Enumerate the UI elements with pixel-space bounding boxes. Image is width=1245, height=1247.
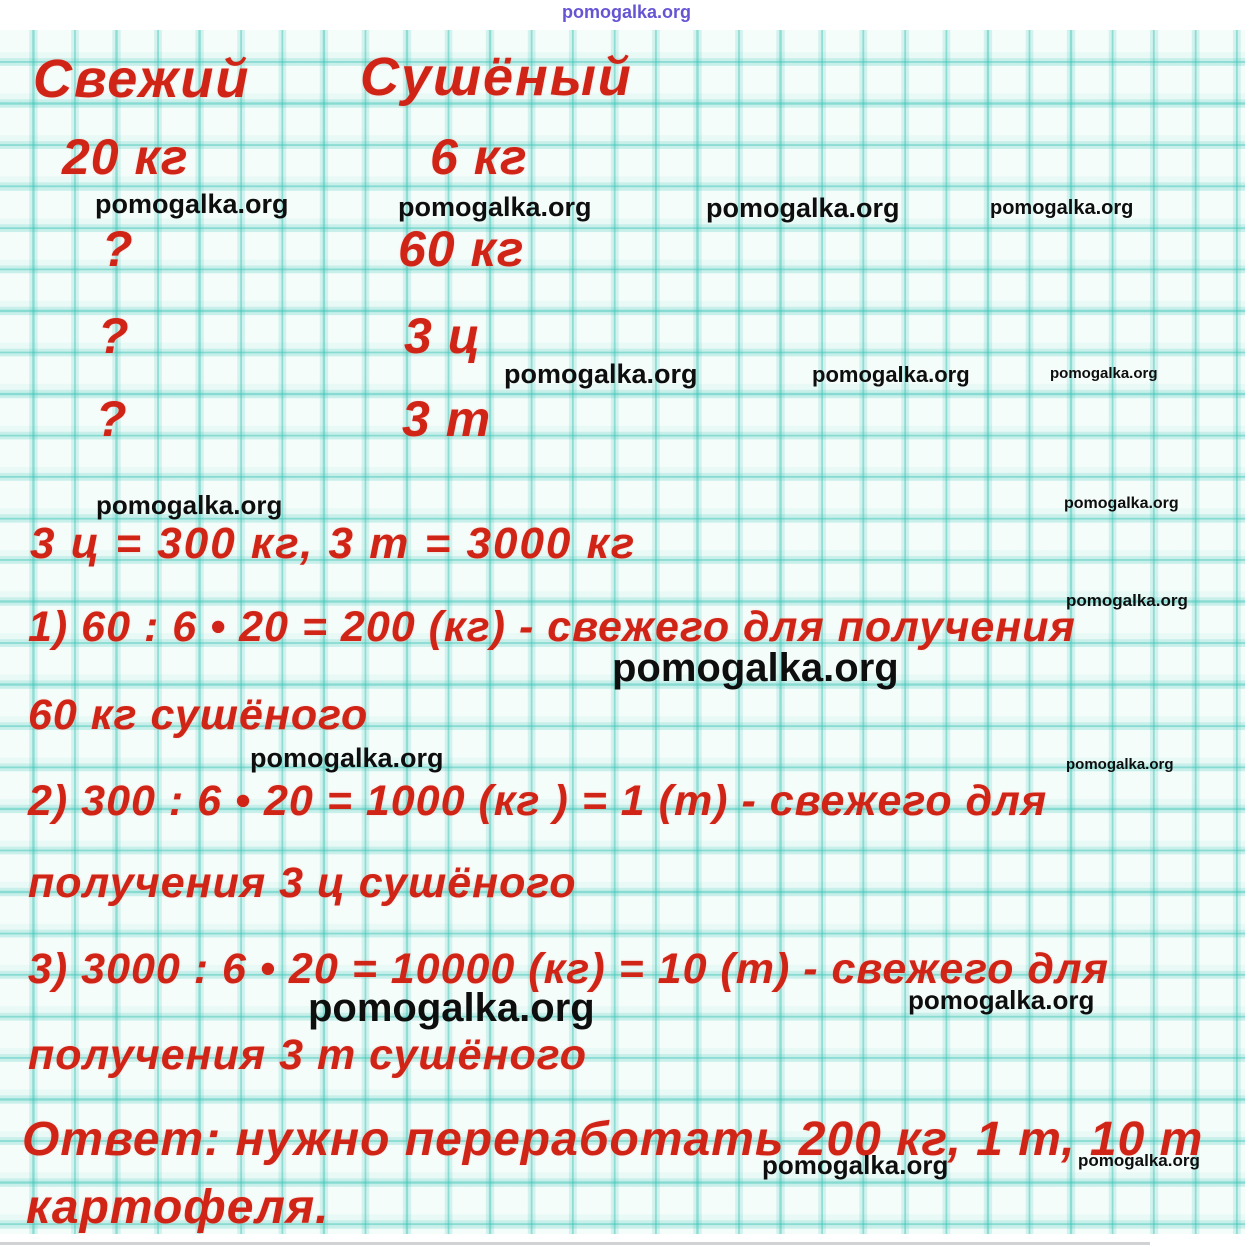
answer-line1: Ответ: нужно переработать 200 кг, 1 т, 1… [22,1113,1204,1166]
table-cell-fresh-row4: ? [96,391,128,447]
site-watermark: pomogalka.org [398,192,592,222]
site-watermark: pomogalka.org [990,197,1134,219]
step1-line1: 1) 60 : 6 • 20 = 200 (кг) - свежего для … [28,603,1076,651]
table-cell-dried-row3: 3 ц [404,308,481,364]
site-watermark: pomogalka.org [1066,591,1188,610]
site-watermark: pomogalka.org [706,193,900,223]
table-cell-dried-row2: 60 кг [398,221,525,277]
site-watermark-top: pomogalka.org [562,2,692,22]
step3-line1: 3) 3000 : 6 • 20 = 10000 (кг) = 10 (т) -… [28,945,1109,993]
site-watermark: pomogalka.org [612,646,899,690]
step3-line2: получения 3 т сушёного [28,1031,587,1079]
site-watermark: pomogalka.org [762,1150,949,1180]
table-cell-dried-row1: 6 кг [430,129,528,185]
column-header-fresh: Свежий [33,49,251,109]
graph-paper-grid [0,30,1245,1234]
site-watermark: pomogalka.org [1066,756,1174,773]
site-watermark: pomogalka.org [1050,365,1158,382]
site-watermark: pomogalka.org [308,986,595,1030]
step2-line1: 2) 300 : 6 • 20 = 1000 (кг ) = 1 (т) - с… [28,777,1048,825]
table-cell-fresh-row3: ? [98,308,130,364]
site-watermark: pomogalka.org [95,189,289,219]
answer-line2: картофеля. [26,1181,330,1234]
step2-line2: получения 3 ц сушёного [28,859,577,907]
site-watermark: pomogalka.org [908,985,1095,1015]
table-cell-fresh-row2: ? [102,221,134,277]
site-watermark: pomogalka.org [812,362,970,387]
site-watermark: pomogalka.org [96,490,283,520]
column-header-dried: Сушёный [360,47,633,107]
site-watermark: pomogalka.org [504,359,698,389]
table-cell-dried-row4: 3 т [402,391,492,447]
table-cell-fresh-row1: 20 кг [62,129,189,185]
units-conversion-line: 3 ц = 300 кг, 3 т = 3000 кг [30,519,637,568]
page-bottom-edge [0,1242,1150,1245]
site-watermark: pomogalka.org [1078,1151,1200,1170]
step1-line2: 60 кг сушёного [28,691,369,739]
site-watermark: pomogalka.org [1064,495,1179,512]
site-watermark: pomogalka.org [250,743,444,773]
